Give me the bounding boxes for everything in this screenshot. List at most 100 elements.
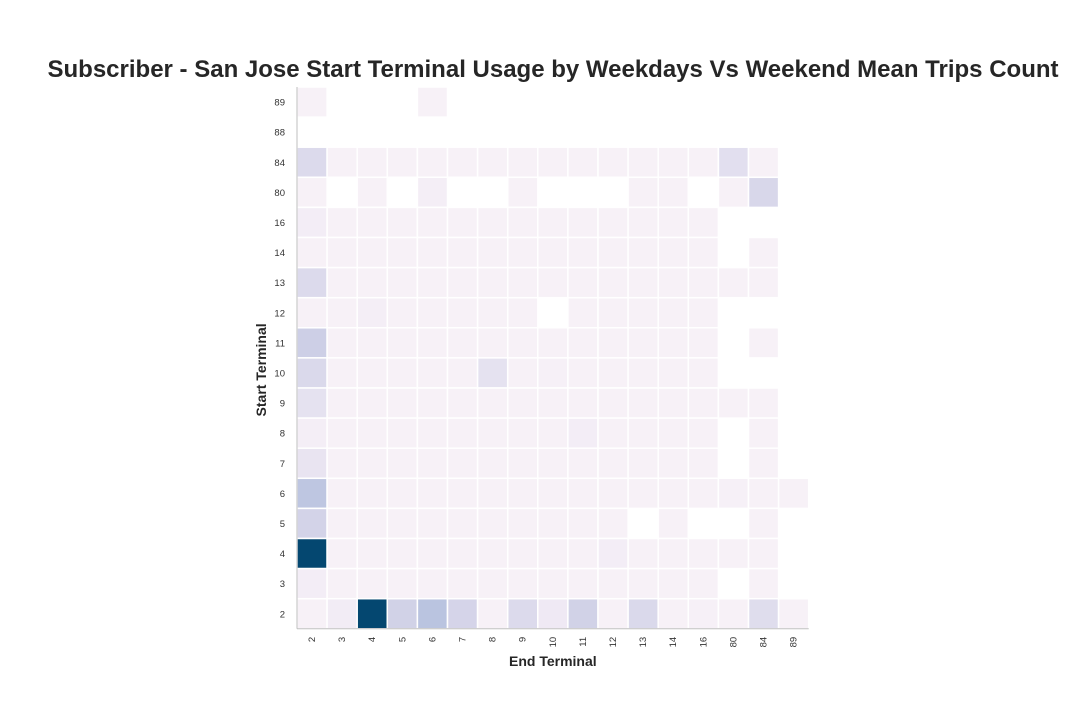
heatmap-cell-10-12 <box>597 357 629 389</box>
heatmap-cell-6-11 <box>567 477 599 510</box>
heatmap-cell-4-4 <box>356 537 389 570</box>
heatmap-cell-9-6 <box>416 387 449 419</box>
heatmap-cell-9-13 <box>627 387 659 419</box>
heatmap-cell-5-6 <box>416 507 449 540</box>
heatmap-cell-84-7 <box>446 146 479 179</box>
heatmap-cell-80-80 <box>717 176 750 209</box>
heatmap-cell-6-14 <box>657 477 690 510</box>
heatmap-cell-8-6 <box>416 417 449 449</box>
heatmap-cell-2-84 <box>747 597 780 630</box>
heatmap-cell-8-16 <box>687 417 720 449</box>
x-tick-label-13: 13 <box>638 637 649 648</box>
heatmap-cell-13-13 <box>627 266 659 299</box>
heatmap-cell-14-6 <box>416 236 449 269</box>
heatmap-cell-13-11 <box>567 266 599 299</box>
heatmap-cell-13-12 <box>597 266 629 299</box>
heatmap-cell-2-14 <box>657 597 690 630</box>
x-tick-label-3: 3 <box>337 637 348 642</box>
heatmap-cell-13-7 <box>446 266 479 299</box>
heatmap-cell-8-4 <box>356 417 389 449</box>
heatmap-cell-11-3 <box>326 327 358 359</box>
heatmap-cell-84-8 <box>476 146 509 179</box>
heatmap-cell-9-80 <box>717 387 750 419</box>
heatmap-cell-12-5 <box>386 296 419 329</box>
x-tick-label-4: 4 <box>367 637 378 642</box>
heatmap-cell-89-6 <box>416 86 449 118</box>
heatmap-cell-84-14 <box>657 146 690 179</box>
heatmap-cell-10-2 <box>296 357 328 389</box>
heatmap-cell-84-9 <box>506 146 539 179</box>
heatmap-cell-14-7 <box>446 236 479 269</box>
heatmap-cell-80-4 <box>356 176 389 209</box>
heatmap-cell-7-5 <box>386 447 419 480</box>
heatmap-cell-14-16 <box>687 236 720 269</box>
heatmap-cell-13-2 <box>296 266 328 299</box>
y-tick-labels: 89 88 84 80 16 14 13 12 11 10 9 8 7 6 5 4 3 2 <box>274 98 285 621</box>
x-tick-label-80: 80 <box>728 637 739 648</box>
x-tick-label-12: 12 <box>608 637 619 648</box>
heatmap-cell-9-3 <box>326 387 358 419</box>
heatmap-cell-4-12 <box>597 537 629 570</box>
heatmap-cell-14-3 <box>326 236 358 269</box>
heatmap-cell-9-14 <box>657 387 690 419</box>
heatmap-cell-84-11 <box>567 146 599 179</box>
x-tick-label-5: 5 <box>397 637 408 642</box>
y-tick-label-80: 80 <box>274 188 285 199</box>
heatmap-cell-2-3 <box>326 597 358 630</box>
heatmap-cell-84-6 <box>416 146 449 179</box>
heatmap-cell-8-13 <box>627 417 659 449</box>
heatmap-cell-6-84 <box>747 477 780 510</box>
heatmap-cell-9-9 <box>506 387 539 419</box>
heatmap-cell-84-4 <box>356 146 389 179</box>
heatmap-cell-84-2 <box>296 146 328 179</box>
heatmap-cell-5-11 <box>567 507 599 540</box>
heatmap-cell-4-11 <box>567 537 599 570</box>
heatmap-cell-12-6 <box>416 296 449 329</box>
heatmap-cell-2-12 <box>597 597 629 630</box>
heatmap-cell-7-8 <box>476 447 509 480</box>
heatmap-cell-3-14 <box>657 567 690 600</box>
heatmap-cell-14-5 <box>386 236 419 269</box>
heatmap-cell-16-4 <box>356 206 389 239</box>
y-tick-label-2: 2 <box>280 609 285 620</box>
heatmap-cell-10-10 <box>537 357 569 389</box>
heatmap-cell-4-7 <box>446 537 479 570</box>
heatmap-cell-12-3 <box>326 296 358 329</box>
heatmap-cell-11-4 <box>356 327 389 359</box>
heatmap-cell-4-5 <box>386 537 419 570</box>
heatmap-cell-2-5 <box>386 597 419 630</box>
heatmap-cell-80-6 <box>416 176 449 209</box>
heatmap-cell-11-10 <box>537 327 569 359</box>
x-tick-label-9: 9 <box>518 637 529 642</box>
heatmap-cell-4-8 <box>476 537 509 570</box>
heatmap-cell-14-2 <box>296 236 328 269</box>
y-tick-label-10: 10 <box>274 368 285 379</box>
heatmap-cell-13-84 <box>747 266 780 299</box>
y-tick-label-5: 5 <box>280 519 285 530</box>
heatmap-cell-6-3 <box>326 477 358 510</box>
heatmap-cell-8-84 <box>747 417 780 449</box>
heatmap-cell-11-12 <box>597 327 629 359</box>
heatmap-cell-7-4 <box>356 447 389 480</box>
heatmap-cell-10-7 <box>446 357 479 389</box>
heatmap-cell-16-8 <box>476 206 509 239</box>
heatmap-cell-5-9 <box>506 507 539 540</box>
heatmap-cell-8-7 <box>446 417 479 449</box>
heatmap-cell-16-5 <box>386 206 419 239</box>
heatmap-cell-3-9 <box>506 567 539 600</box>
heatmap-cell-3-3 <box>326 567 358 600</box>
heatmap-cell-11-7 <box>446 327 479 359</box>
heatmap-cell-84-3 <box>326 146 358 179</box>
x-tick-label-84: 84 <box>759 637 770 648</box>
heatmap-cell-84-80 <box>717 146 750 179</box>
heatmap-cell-9-8 <box>476 387 509 419</box>
heatmap-cell-2-6 <box>416 597 449 630</box>
heatmap-cell-9-12 <box>597 387 629 419</box>
heatmap-cell-2-16 <box>687 597 720 630</box>
heatmap-cell-80-13 <box>627 176 659 209</box>
y-axis-label: Start Terminal <box>253 323 269 416</box>
heatmap-cells <box>296 86 810 630</box>
heatmap-cell-16-9 <box>506 206 539 239</box>
heatmap-cell-13-80 <box>717 266 750 299</box>
